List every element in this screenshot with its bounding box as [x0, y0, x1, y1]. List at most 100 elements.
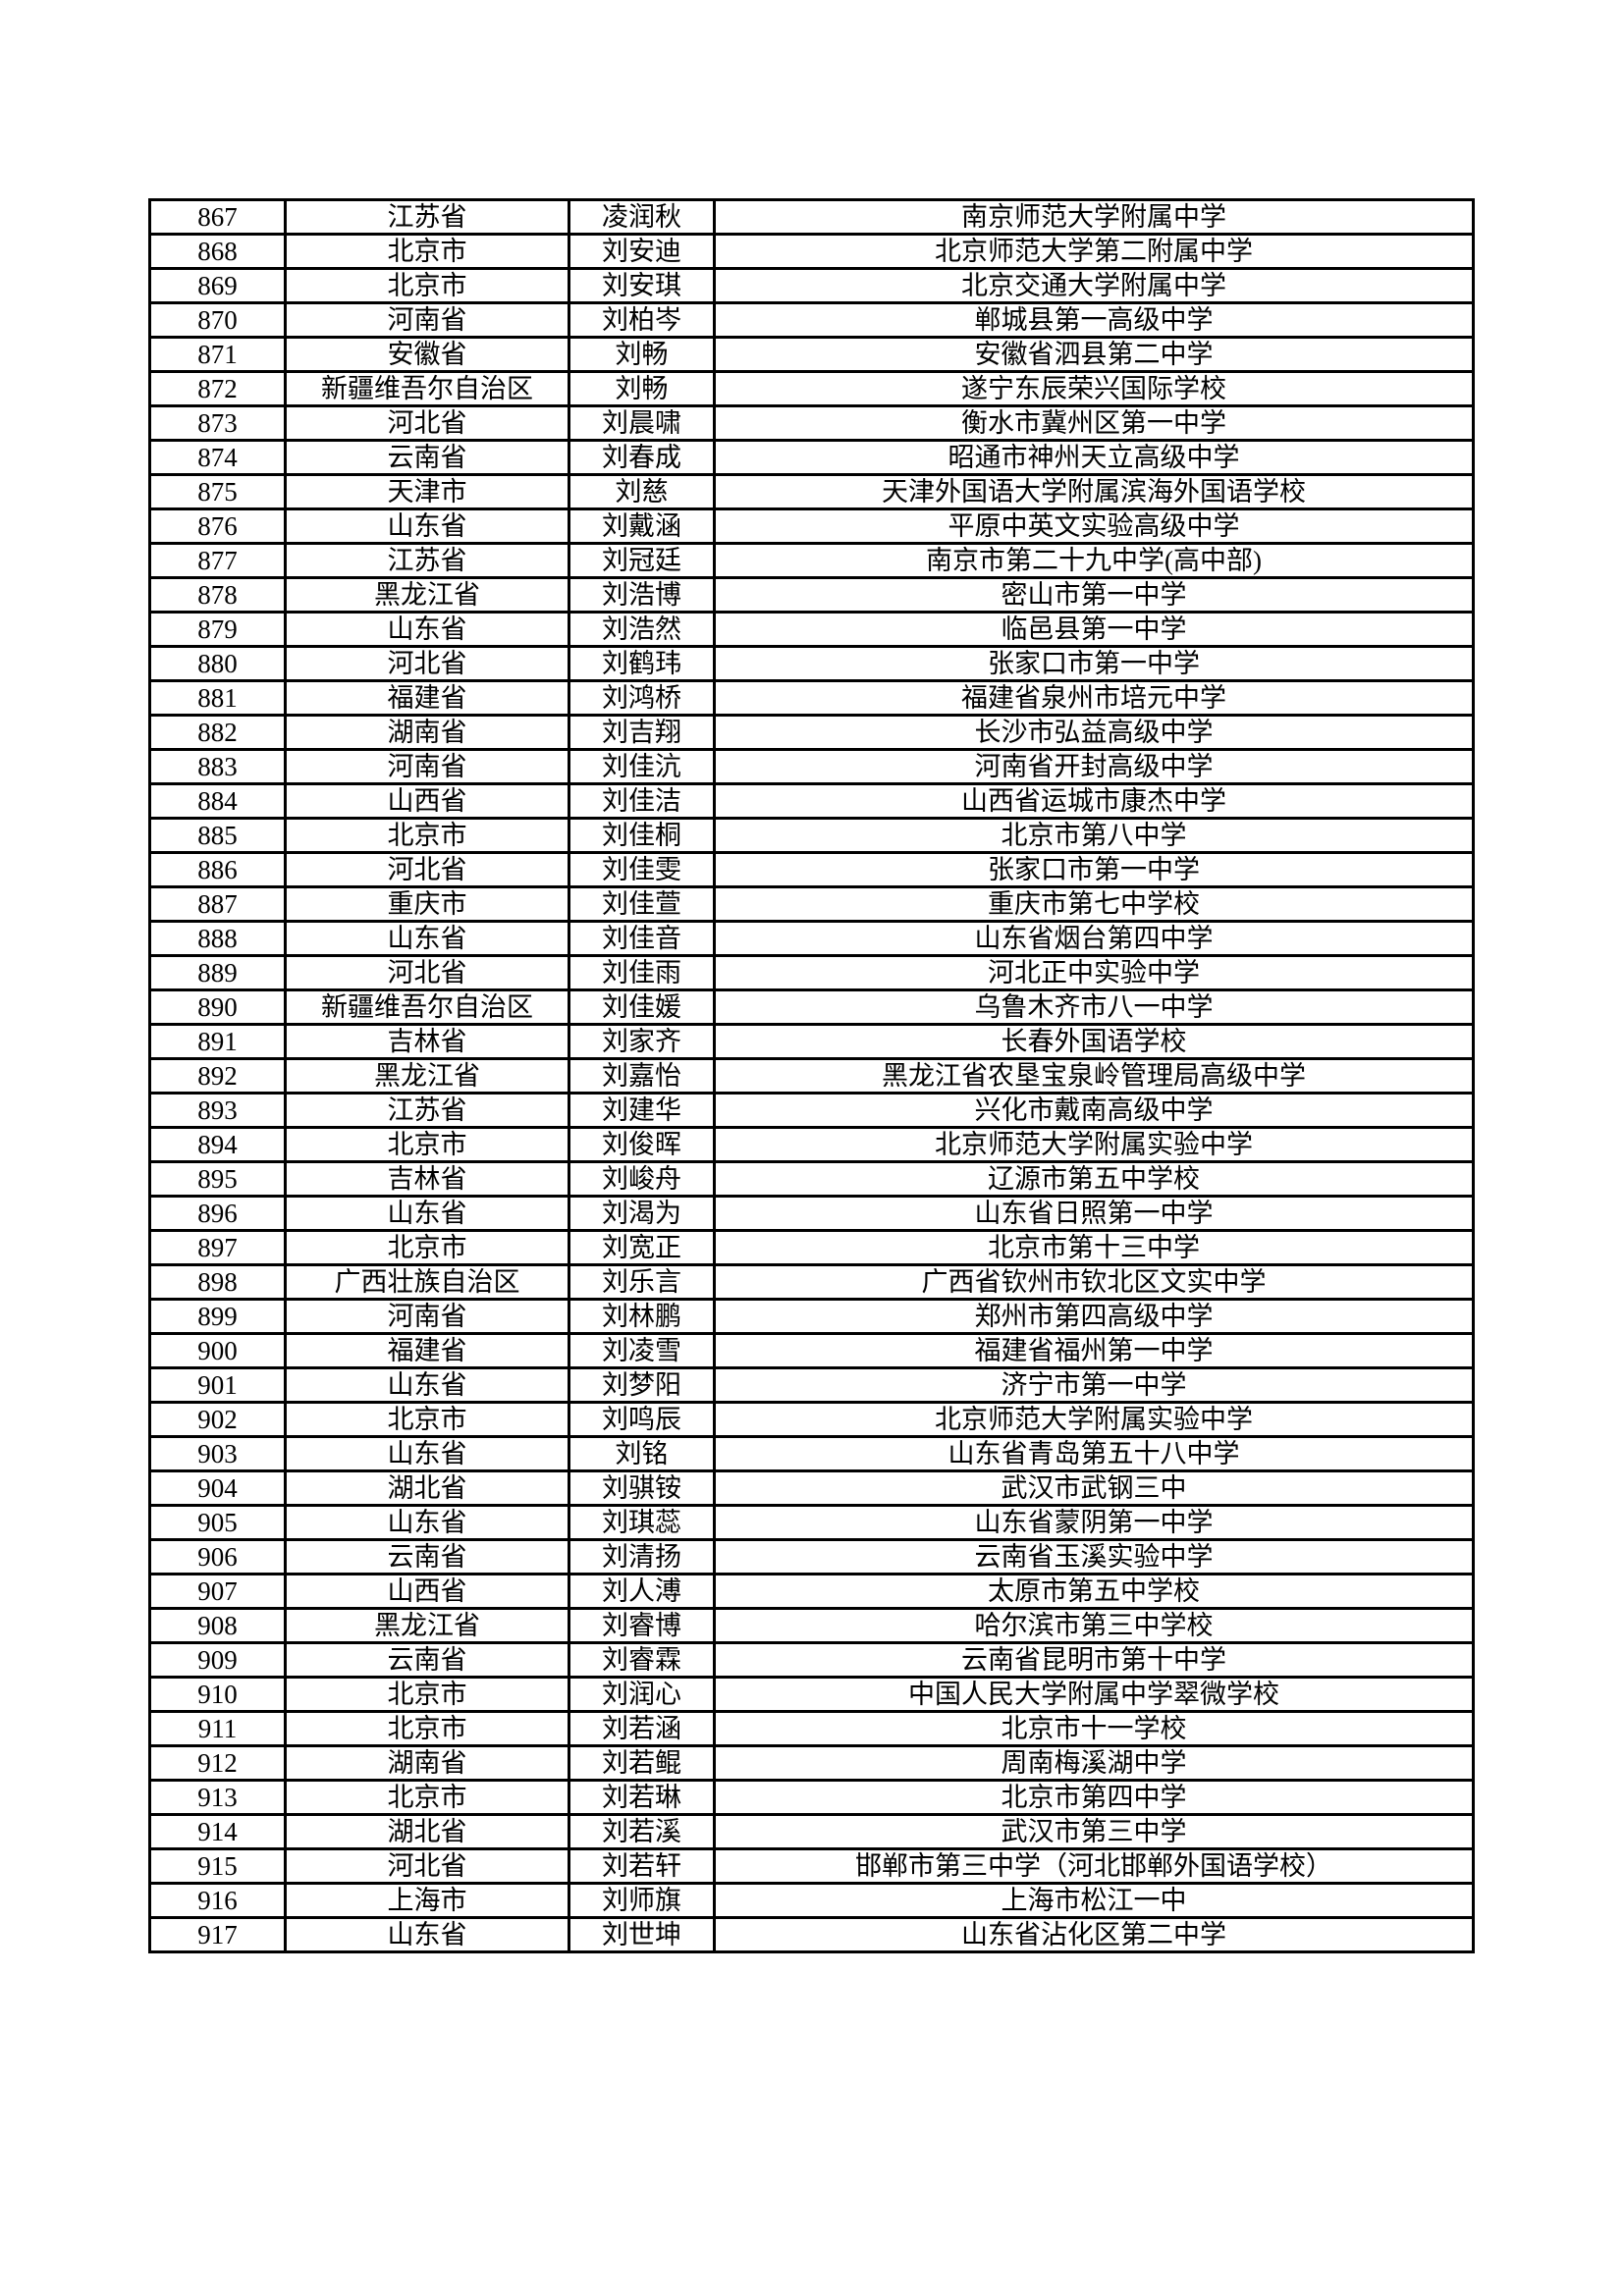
student-name-cell: 刘渴为 — [568, 1195, 716, 1232]
province-cell: 山东省 — [284, 507, 570, 545]
student-list-table: 867 江苏省 凌润秋 南京师范大学附属中学 868 北京市 刘安迪 北京师范大学第二附属中学… — [148, 198, 1475, 1953]
school-cell: 张家口市第一中学 — [713, 851, 1475, 888]
school-cell: 山东省烟台第四中学 — [713, 920, 1475, 957]
school-cell: 张家口市第一中学 — [713, 645, 1475, 682]
row-number-cell: 881 — [148, 679, 287, 717]
row-number-cell: 878 — [148, 576, 287, 614]
row-number-cell: 885 — [148, 817, 287, 854]
province-cell: 福建省 — [284, 1332, 570, 1369]
table-row: 888 山东省 刘佳音 山东省烟台第四中学 — [148, 920, 1475, 957]
row-number-cell: 898 — [148, 1263, 287, 1301]
school-cell: 哈尔滨市第三中学校 — [713, 1607, 1475, 1644]
table-row: 872 新疆维吾尔自治区 刘畅 遂宁东辰荣兴国际学校 — [148, 370, 1475, 407]
student-name-cell: 刘若鲲 — [568, 1744, 716, 1782]
school-cell: 北京市十一学校 — [713, 1710, 1475, 1747]
row-number-cell: 892 — [148, 1057, 287, 1095]
school-cell: 中国人民大学附属中学翠微学校 — [713, 1676, 1475, 1713]
student-name-cell: 刘佳洁 — [568, 782, 716, 820]
province-cell: 上海市 — [284, 1882, 570, 1919]
student-name-cell: 刘戴涵 — [568, 507, 716, 545]
table-row: 907 山西省 刘人溥 太原市第五中学校 — [148, 1573, 1475, 1610]
table-row: 911 北京市 刘若涵 北京市十一学校 — [148, 1710, 1475, 1747]
province-cell: 北京市 — [284, 1401, 570, 1438]
student-name-cell: 刘建华 — [568, 1092, 716, 1129]
school-cell: 临邑县第一中学 — [713, 611, 1475, 648]
school-cell: 乌鲁木齐市八一中学 — [713, 988, 1475, 1026]
student-name-cell: 刘师旗 — [568, 1882, 716, 1919]
school-cell: 昭通市神州天立高级中学 — [713, 439, 1475, 476]
row-number-cell: 879 — [148, 611, 287, 648]
province-cell: 北京市 — [284, 267, 570, 304]
row-number-cell: 889 — [148, 954, 287, 991]
student-name-cell: 刘俊晖 — [568, 1126, 716, 1163]
province-cell: 北京市 — [284, 1229, 570, 1266]
student-name-cell: 刘鸣辰 — [568, 1401, 716, 1438]
row-number-cell: 882 — [148, 714, 287, 751]
school-cell: 安徽省泗县第二中学 — [713, 336, 1475, 373]
row-number-cell: 894 — [148, 1126, 287, 1163]
student-name-cell: 刘吉翔 — [568, 714, 716, 751]
student-name-cell: 刘鹤玮 — [568, 645, 716, 682]
province-cell: 安徽省 — [284, 336, 570, 373]
province-cell: 新疆维吾尔自治区 — [284, 988, 570, 1026]
school-cell: 天津外国语大学附属滨海外国语学校 — [713, 473, 1475, 510]
table-row: 913 北京市 刘若琳 北京市第四中学 — [148, 1779, 1475, 1816]
province-cell: 云南省 — [284, 1641, 570, 1679]
province-cell: 山东省 — [284, 1195, 570, 1232]
student-name-cell: 刘佳沆 — [568, 748, 716, 785]
student-name-cell: 刘梦阳 — [568, 1366, 716, 1404]
table-row: 890 新疆维吾尔自治区 刘佳媛 乌鲁木齐市八一中学 — [148, 988, 1475, 1026]
student-name-cell: 刘嘉怡 — [568, 1057, 716, 1095]
school-cell: 平原中英文实验高级中学 — [713, 507, 1475, 545]
school-cell: 长沙市弘益高级中学 — [713, 714, 1475, 751]
province-cell: 河北省 — [284, 404, 570, 442]
school-cell: 山东省日照第一中学 — [713, 1195, 1475, 1232]
province-cell: 山西省 — [284, 1573, 570, 1610]
province-cell: 江苏省 — [284, 198, 570, 236]
row-number-cell: 917 — [148, 1916, 287, 1953]
row-number-cell: 910 — [148, 1676, 287, 1713]
student-name-cell: 刘家齐 — [568, 1023, 716, 1060]
province-cell: 河北省 — [284, 645, 570, 682]
table-row: 897 北京市 刘宽正 北京市第十三中学 — [148, 1229, 1475, 1266]
province-cell: 北京市 — [284, 1710, 570, 1747]
province-cell: 河北省 — [284, 851, 570, 888]
row-number-cell: 914 — [148, 1813, 287, 1850]
school-cell: 周南梅溪湖中学 — [713, 1744, 1475, 1782]
table-row: 899 河南省 刘林鹏 郑州市第四高级中学 — [148, 1298, 1475, 1335]
row-number-cell: 903 — [148, 1435, 287, 1472]
table-row: 905 山东省 刘琪蕊 山东省蒙阴第一中学 — [148, 1504, 1475, 1541]
table-row: 906 云南省 刘清扬 云南省玉溪实验中学 — [148, 1538, 1475, 1575]
school-cell: 北京市第八中学 — [713, 817, 1475, 854]
province-cell: 湖北省 — [284, 1813, 570, 1850]
row-number-cell: 886 — [148, 851, 287, 888]
table-row: 881 福建省 刘鸿桥 福建省泉州市培元中学 — [148, 679, 1475, 717]
table-row: 916 上海市 刘师旗 上海市松江一中 — [148, 1882, 1475, 1919]
table-row: 893 江苏省 刘建华 兴化市戴南高级中学 — [148, 1092, 1475, 1129]
province-cell: 福建省 — [284, 679, 570, 717]
table-row: 867 江苏省 凌润秋 南京师范大学附属中学 — [148, 198, 1475, 236]
row-number-cell: 877 — [148, 542, 287, 579]
province-cell: 北京市 — [284, 1779, 570, 1816]
table-row: 895 吉林省 刘峻舟 辽源市第五中学校 — [148, 1160, 1475, 1198]
student-name-cell: 刘冠廷 — [568, 542, 716, 579]
table-body: 867 江苏省 凌润秋 南京师范大学附属中学 868 北京市 刘安迪 北京师范大学第二附属中学… — [148, 198, 1475, 1953]
table-row: 873 河北省 刘晨啸 衡水市冀州区第一中学 — [148, 404, 1475, 442]
row-number-cell: 870 — [148, 301, 287, 339]
student-name-cell: 刘若涵 — [568, 1710, 716, 1747]
province-cell: 黑龙江省 — [284, 576, 570, 614]
row-number-cell: 915 — [148, 1847, 287, 1885]
table-row: 868 北京市 刘安迪 北京师范大学第二附属中学 — [148, 233, 1475, 270]
row-number-cell: 883 — [148, 748, 287, 785]
school-cell: 黑龙江省农垦宝泉岭管理局高级中学 — [713, 1057, 1475, 1095]
student-name-cell: 刘春成 — [568, 439, 716, 476]
school-cell: 河北正中实验中学 — [713, 954, 1475, 991]
student-name-cell: 刘柏岑 — [568, 301, 716, 339]
school-cell: 山西省运城市康杰中学 — [713, 782, 1475, 820]
school-cell: 南京市第二十九中学(高中部) — [713, 542, 1475, 579]
province-cell: 重庆市 — [284, 885, 570, 923]
row-number-cell: 868 — [148, 233, 287, 270]
table-row: 898 广西壮族自治区 刘乐言 广西省钦州市钦北区文实中学 — [148, 1263, 1475, 1301]
table-row: 870 河南省 刘柏岑 郸城县第一高级中学 — [148, 301, 1475, 339]
student-name-cell: 刘浩然 — [568, 611, 716, 648]
